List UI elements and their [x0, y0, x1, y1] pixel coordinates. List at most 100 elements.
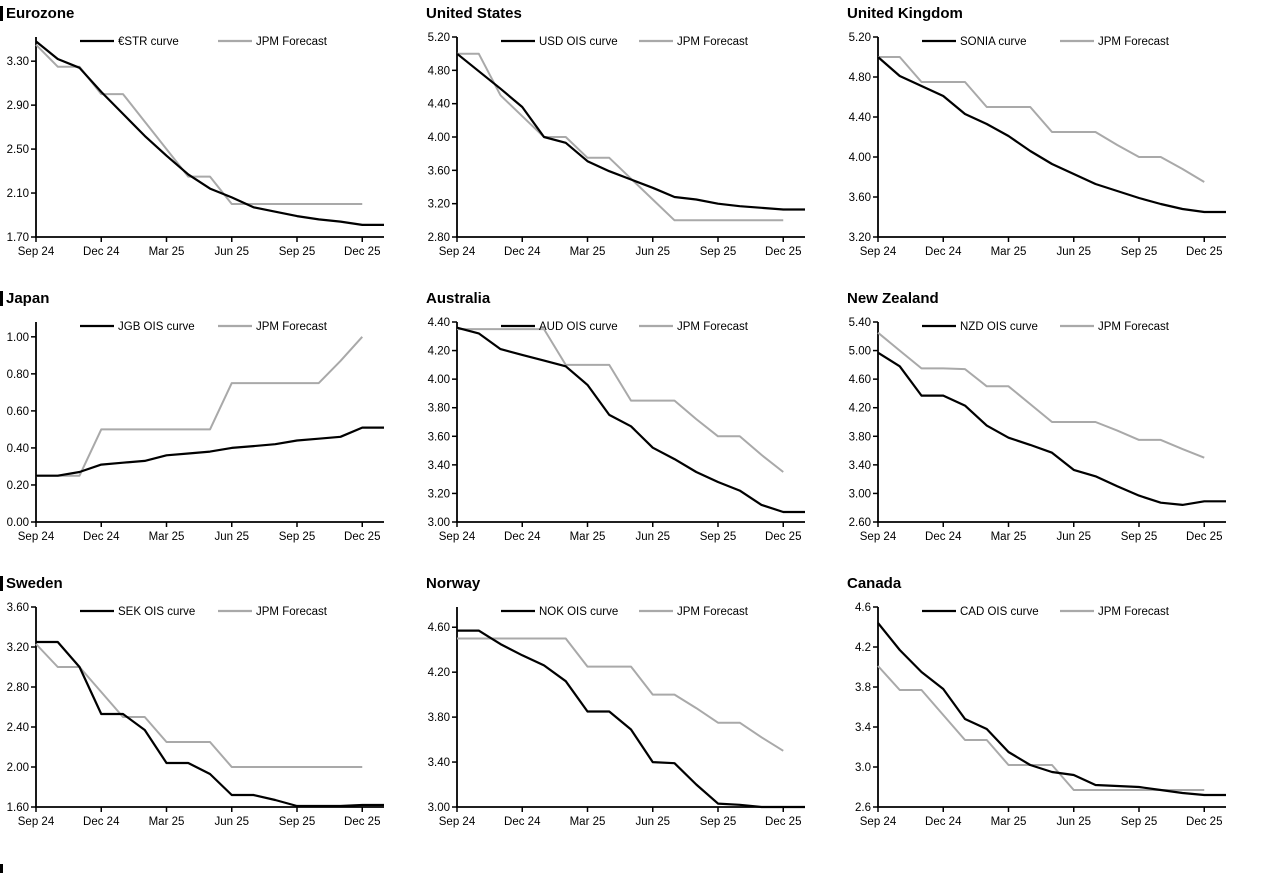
- y-tick-label: 1.70: [7, 232, 29, 244]
- series-line-ois: [456, 52, 805, 211]
- y-tick-label: 3.60: [428, 431, 450, 443]
- y-tick-label: 2.50: [7, 144, 29, 156]
- legend-label: CAD OIS curve: [960, 606, 1039, 618]
- legend-label: NZD OIS curve: [960, 321, 1038, 333]
- legend-label: JPM Forecast: [256, 606, 328, 618]
- legend-label: SONIA curve: [960, 36, 1026, 48]
- x-tick-label: Sep 25: [700, 816, 736, 828]
- chart-canvas-new-zealand: 2.60 3.00 3.40 3.80 4.20 4.60 5.00 5.40 Sep 24 De…: [849, 317, 1226, 543]
- x-tick-label: Sep 24: [18, 246, 55, 258]
- series-line-ois: [35, 40, 384, 226]
- panel-header: United Kingdom: [842, 0, 1264, 23]
- x-tick-label: Jun 25: [635, 816, 670, 828]
- x-tick-label: Jun 25: [1056, 816, 1091, 828]
- chart-canvas-sweden: 1.60 2.00 2.40 2.80 3.20 3.60 Sep 24 Dec 24 Mar …: [7, 602, 384, 828]
- y-tick-label: 4.80: [849, 72, 871, 84]
- panel-header: Eurozone: [0, 0, 421, 23]
- series-line-forecast: [878, 56, 1205, 183]
- y-tick-label: 5.40: [849, 317, 871, 329]
- x-tick-label: Dec 24: [504, 531, 541, 543]
- y-tick-label: 4.80: [428, 65, 450, 77]
- chart-title: Norway: [426, 574, 481, 592]
- x-tick-label: Jun 25: [635, 246, 670, 258]
- x-tick-label: Dec 24: [925, 531, 962, 543]
- series-line-ois: [36, 640, 384, 808]
- y-tick-label: 2.40: [7, 722, 29, 734]
- series-line-forecast: [35, 43, 363, 205]
- y-tick-label: 5.20: [849, 32, 871, 44]
- chart-panel-australia: Australia 3.00 3.20 3.40 3.60 3.80 4.00 4.20 4.…: [421, 285, 842, 570]
- legend-label: JPM Forecast: [677, 36, 749, 48]
- chart-canvas-canada: 2.6 3.0 3.4 3.8 4.2 4.6 Sep 24 Dec 24 Mar 25 Jun …: [855, 602, 1226, 828]
- x-tick-label: Dec 24: [504, 816, 541, 828]
- chart-title: Australia: [426, 289, 491, 307]
- x-tick-label: Dec 25: [765, 531, 801, 543]
- y-tick-label: 3.80: [428, 712, 450, 724]
- chart-panel-canada: Canada 2.6 3.0 3.4 3.8 4.2 4.6 Sep 24 Dec 24 Mar…: [842, 570, 1264, 873]
- panel-header: Sweden: [0, 570, 421, 593]
- series-line-forecast: [36, 336, 363, 477]
- series-line-forecast: [457, 52, 784, 222]
- y-tick-label: 3.00: [849, 488, 871, 500]
- x-tick-label: Sep 25: [1121, 246, 1157, 258]
- chart-panel-eurozone: Eurozone 1.70 2.10 2.50 2.90 3.30 Sep 24 Dec 2…: [0, 0, 421, 285]
- y-tick-label: 4.00: [428, 374, 450, 386]
- legend-label: JPM Forecast: [256, 321, 328, 333]
- y-tick-label: 4.00: [428, 132, 450, 144]
- y-tick-label: 1.60: [7, 802, 29, 814]
- y-tick-label: 2.10: [7, 188, 29, 200]
- x-tick-label: Jun 25: [1056, 531, 1091, 543]
- panel-header: Canada: [842, 570, 1264, 593]
- y-tick-label: 2.80: [428, 232, 450, 244]
- chart-panel-united-states: United States 2.80 3.20 3.60 4.00 4.40 4.80 5.…: [421, 0, 842, 285]
- y-tick-label: 0.20: [7, 480, 29, 492]
- y-tick-label: 4.40: [849, 112, 871, 124]
- chart-canvas-eurozone: 1.70 2.10 2.50 2.90 3.30 Sep 24 Dec 24 Mar 25 Ju…: [7, 36, 384, 258]
- series-line-forecast: [35, 643, 363, 768]
- y-tick-label: 4.60: [849, 374, 871, 386]
- y-tick-label: 2.00: [7, 762, 29, 774]
- x-tick-label: Mar 25: [570, 246, 606, 258]
- panel-header: Japan: [0, 285, 421, 308]
- y-tick-label: 4.60: [428, 622, 450, 634]
- x-tick-label: Mar 25: [149, 816, 185, 828]
- panel-header: Norway: [421, 570, 842, 593]
- x-tick-label: Sep 25: [1121, 816, 1157, 828]
- legend-label: €STR curve: [118, 36, 179, 48]
- y-tick-label: 3.8: [855, 682, 871, 694]
- x-tick-label: Sep 25: [700, 531, 736, 543]
- y-tick-label: 0.00: [7, 517, 29, 529]
- y-tick-label: 3.40: [428, 757, 450, 769]
- legend-label: NOK OIS curve: [539, 606, 618, 618]
- chart-panel-new-zealand: New Zealand 2.60 3.00 3.40 3.80 4.20 4.60 5.00…: [842, 285, 1264, 570]
- y-tick-label: 5.00: [849, 346, 871, 358]
- x-tick-label: Dec 24: [83, 816, 120, 828]
- series-line-ois: [456, 326, 805, 514]
- y-tick-label: 4.20: [428, 346, 450, 358]
- y-tick-label: 3.4: [855, 722, 872, 734]
- y-tick-label: 2.80: [7, 682, 29, 694]
- x-tick-label: Mar 25: [991, 531, 1027, 543]
- x-tick-label: Sep 25: [279, 816, 315, 828]
- y-tick-label: 3.60: [7, 602, 29, 614]
- y-tick-label: 4.20: [849, 403, 871, 415]
- series-line-forecast: [457, 637, 784, 752]
- x-tick-label: Jun 25: [1056, 246, 1091, 258]
- x-tick-label: Jun 25: [214, 816, 249, 828]
- chart-panel-sweden: Sweden 1.60 2.00 2.40 2.80 3.20 3.60 Sep 24 Dec…: [0, 570, 421, 873]
- legend-label: JPM Forecast: [256, 36, 328, 48]
- y-tick-label: 4.6: [855, 602, 871, 614]
- legend-label: JPM Forecast: [1098, 321, 1170, 333]
- chart-title: United States: [426, 4, 522, 22]
- x-tick-label: Sep 25: [279, 531, 315, 543]
- x-tick-label: Sep 25: [279, 246, 315, 258]
- x-tick-label: Mar 25: [149, 246, 185, 258]
- x-tick-label: Dec 25: [344, 531, 380, 543]
- y-tick-label: 4.40: [428, 99, 450, 111]
- chart-title: United Kingdom: [847, 4, 963, 22]
- legend-label: JPM Forecast: [1098, 36, 1170, 48]
- x-tick-label: Sep 25: [1121, 531, 1157, 543]
- y-tick-label: 3.20: [428, 199, 450, 211]
- panel-header: United States: [421, 0, 842, 23]
- y-tick-label: 0.60: [7, 406, 29, 418]
